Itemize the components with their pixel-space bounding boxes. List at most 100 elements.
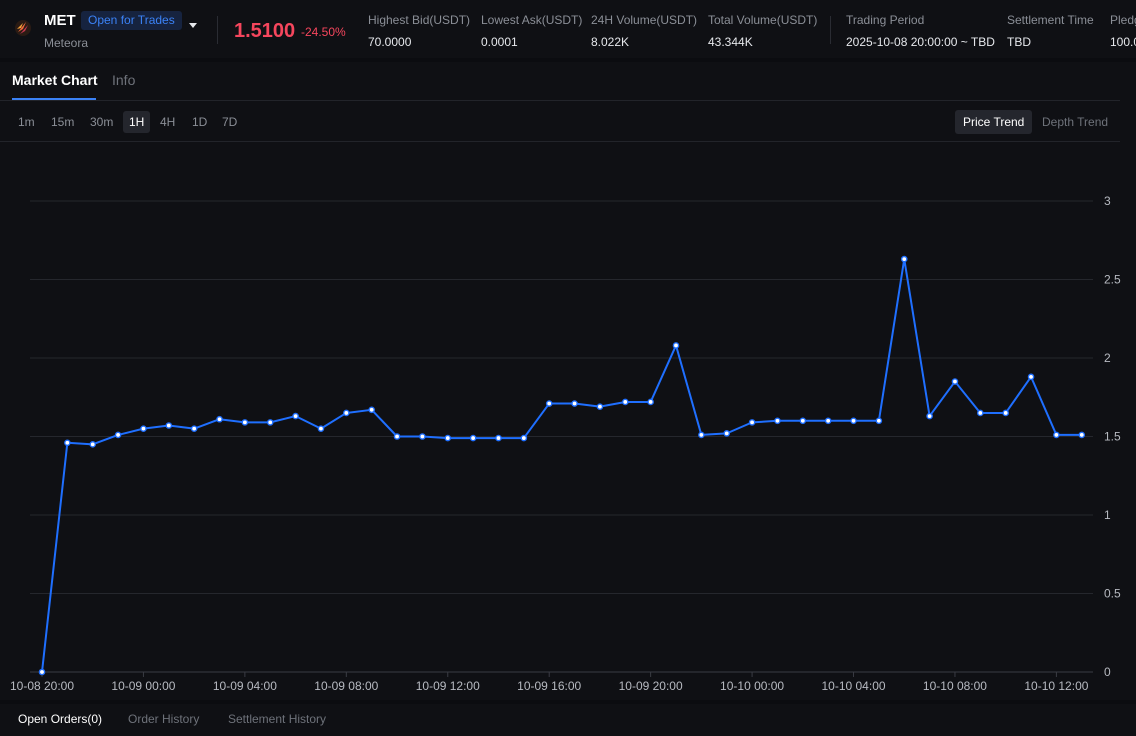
data-point	[596, 403, 604, 410]
data-point	[495, 434, 502, 442]
tab-open-orders[interactable]: Open Orders(0)	[18, 712, 103, 726]
data-point	[368, 406, 375, 414]
x-tick-label: 10-09 12:00	[416, 679, 480, 693]
y-tick-label: 1.5	[1104, 430, 1121, 444]
data-point	[89, 441, 97, 448]
data-point	[571, 400, 578, 407]
stat-pledge: Pledge 100.0	[1110, 13, 1136, 49]
data-point	[774, 417, 781, 425]
chevron-down-icon[interactable]	[189, 23, 197, 28]
data-point	[241, 419, 249, 426]
data-point	[165, 422, 173, 429]
status-badge: Open for Trades	[81, 11, 182, 30]
y-tick-label: 0	[1104, 665, 1111, 679]
data-point	[343, 409, 350, 417]
data-point	[393, 433, 401, 440]
tab-order-history[interactable]: Order History	[128, 712, 200, 726]
data-point	[38, 668, 46, 676]
data-point	[190, 425, 198, 432]
symbol-ticker: MET	[44, 12, 76, 29]
data-point	[520, 434, 528, 442]
data-point	[926, 412, 933, 420]
y-tick-label: 1	[1104, 508, 1111, 522]
x-tick-label: 10-10 12:00	[1024, 679, 1088, 693]
x-tick-label: 10-10 00:00	[720, 679, 784, 693]
data-point	[266, 419, 274, 426]
data-point	[1053, 431, 1060, 439]
y-tick-label: 3	[1104, 194, 1111, 208]
x-tick-label: 10-10 04:00	[821, 679, 885, 693]
divider	[217, 16, 218, 44]
tab-market-chart[interactable]: Market Chart	[12, 72, 98, 88]
stat-label: Settlement Time	[1007, 13, 1094, 27]
stat-label: Total Volume(USDT)	[708, 13, 818, 27]
stat-label: Lowest Ask(USDT)	[481, 13, 583, 27]
y-tick-label: 0.5	[1104, 587, 1121, 601]
price-series-line	[41, 258, 1082, 673]
stat-value: 8.022K	[591, 35, 630, 49]
timeframe-1m[interactable]: 1m	[18, 115, 35, 129]
x-tick-label: 10-09 16:00	[517, 679, 581, 693]
data-point	[621, 398, 629, 406]
tab-settlement-history[interactable]: Settlement History	[228, 712, 327, 726]
meteora-logo-icon	[15, 20, 31, 36]
data-point	[951, 378, 959, 385]
timeframe-15m[interactable]: 15m	[51, 115, 75, 129]
x-tick-label: 10-09 04:00	[213, 679, 277, 693]
data-point	[64, 439, 71, 447]
x-tick-label: 10-10 08:00	[923, 679, 987, 693]
data-point	[698, 431, 705, 439]
y-tick-label: 2	[1104, 351, 1111, 365]
data-point	[1027, 373, 1035, 381]
timeframe-7d[interactable]: 7D	[222, 115, 238, 129]
stat-value: TBD	[1007, 35, 1031, 49]
stat-value: 100.0	[1110, 35, 1136, 49]
price-trend-button[interactable]: Price Trend	[955, 110, 1033, 134]
stat-trading-period: Trading Period 2025-10-08 20:00:00 ~ TBD	[846, 13, 995, 49]
timeframe-30m[interactable]: 30m	[90, 115, 114, 129]
price-trend-chart: 0 0.5 1 1.5 2 2.5 3 10-08 20:00 10-09 00:00 10-09…	[10, 194, 1121, 693]
tab-info[interactable]: Info	[112, 72, 136, 88]
stat-label: Trading Period	[846, 13, 925, 27]
stat-total-volume: Total Volume(USDT) 43.344K	[708, 13, 817, 49]
data-point	[900, 255, 908, 263]
x-tick-label: 10-08 20:00	[10, 679, 74, 693]
x-tick-label: 10-09 08:00	[314, 679, 378, 693]
data-point	[114, 431, 122, 439]
data-point	[977, 409, 984, 417]
data-point	[799, 417, 807, 425]
chart-tabs: Market Chart Info	[0, 62, 1120, 101]
divider	[830, 16, 831, 44]
active-tab-indicator	[12, 98, 96, 100]
stat-value: 70.0000	[368, 35, 412, 49]
data-point	[419, 433, 426, 440]
chart-toolbar: 1m 15m 30m 1H 4H 1D 7D Price Trend Depth…	[0, 102, 1120, 142]
data-point	[1002, 409, 1009, 417]
symbol-name: Meteora	[44, 36, 89, 50]
data-point	[216, 415, 223, 423]
data-point	[672, 342, 680, 349]
stat-value: 43.344K	[708, 35, 753, 49]
timeframe-4h[interactable]: 4H	[160, 115, 176, 129]
data-point	[824, 417, 832, 425]
price-change: -24.50%	[301, 25, 346, 39]
stat-label: Pledge	[1110, 13, 1136, 27]
stat-label: 24H Volume(USDT)	[591, 13, 698, 27]
x-tick-label: 10-09 00:00	[111, 679, 175, 693]
market-header: MET Open for Trades Meteora 1.5100 -24.5…	[0, 0, 1136, 58]
x-tick-label: 10-09 20:00	[619, 679, 683, 693]
last-price: 1.5100	[234, 20, 296, 42]
data-point	[545, 400, 553, 407]
orders-tabs: Open Orders(0) Order History Settlement …	[0, 704, 1136, 736]
stat-value: 2025-10-08 20:00:00 ~ TBD	[846, 35, 995, 49]
stat-lowest-ask: Lowest Ask(USDT) 0.0001	[481, 13, 582, 49]
stat-settlement-time: Settlement Time TBD	[1007, 13, 1094, 49]
timeframe-1h[interactable]: 1H	[123, 111, 151, 133]
depth-trend-button[interactable]: Depth Trend	[1042, 115, 1109, 129]
data-point	[444, 434, 452, 442]
data-point	[748, 419, 756, 426]
data-point	[723, 430, 731, 437]
data-point	[1078, 431, 1086, 439]
timeframe-1d[interactable]: 1D	[192, 115, 208, 129]
data-point	[850, 417, 857, 425]
